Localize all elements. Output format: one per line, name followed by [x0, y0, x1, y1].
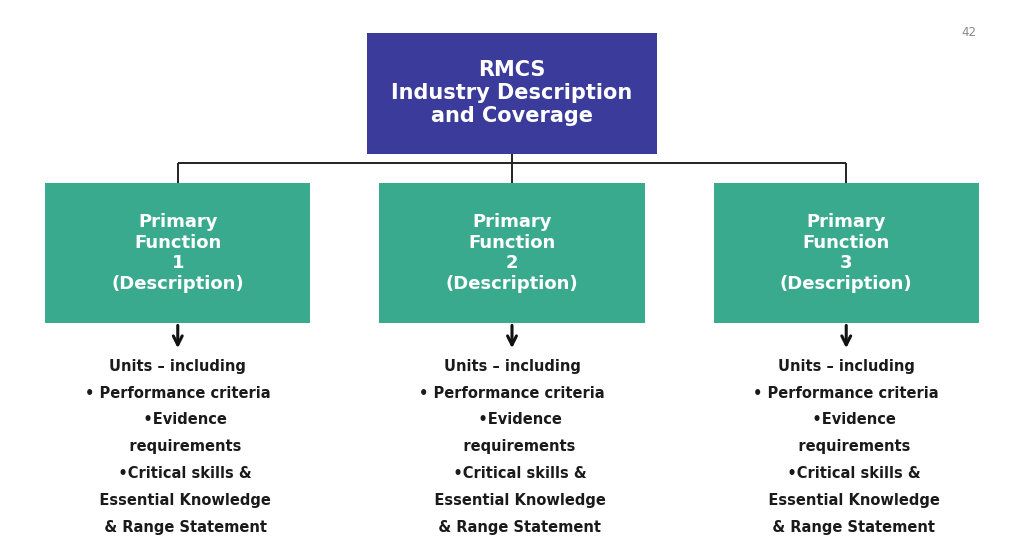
- Text: 42: 42: [961, 26, 976, 39]
- Text: Units – including: Units – including: [778, 359, 914, 374]
- Text: Essential Knowledge: Essential Knowledge: [753, 493, 940, 508]
- Text: & Range Statement: & Range Statement: [423, 520, 601, 534]
- FancyBboxPatch shape: [379, 184, 645, 323]
- Text: Primary
Function
2
(Description): Primary Function 2 (Description): [445, 213, 579, 293]
- Text: requirements: requirements: [449, 439, 575, 454]
- Text: Primary
Function
1
(Description): Primary Function 1 (Description): [112, 213, 244, 293]
- Text: Primary
Function
3
(Description): Primary Function 3 (Description): [780, 213, 912, 293]
- Text: requirements: requirements: [782, 439, 910, 454]
- Text: •Evidence: •Evidence: [463, 412, 561, 427]
- Text: Essential Knowledge: Essential Knowledge: [419, 493, 605, 508]
- Text: • Performance criteria: • Performance criteria: [754, 386, 939, 401]
- Text: •Critical skills &: •Critical skills &: [103, 466, 252, 481]
- FancyBboxPatch shape: [367, 33, 657, 154]
- Text: requirements: requirements: [114, 439, 242, 454]
- Text: & Range Statement: & Range Statement: [89, 520, 267, 534]
- Text: •Evidence: •Evidence: [128, 412, 227, 427]
- Text: •Critical skills &: •Critical skills &: [437, 466, 587, 481]
- Text: Essential Knowledge: Essential Knowledge: [84, 493, 271, 508]
- Text: Units – including: Units – including: [443, 359, 581, 374]
- Text: •Critical skills &: •Critical skills &: [772, 466, 921, 481]
- FancyBboxPatch shape: [45, 184, 310, 323]
- Text: & Range Statement: & Range Statement: [757, 520, 935, 534]
- Text: •Evidence: •Evidence: [797, 412, 896, 427]
- Text: RMCS
Industry Description
and Coverage: RMCS Industry Description and Coverage: [391, 60, 633, 126]
- Text: • Performance criteria: • Performance criteria: [419, 386, 605, 401]
- Text: Units – including: Units – including: [110, 359, 246, 374]
- Text: • Performance criteria: • Performance criteria: [85, 386, 270, 401]
- FancyBboxPatch shape: [714, 184, 979, 323]
